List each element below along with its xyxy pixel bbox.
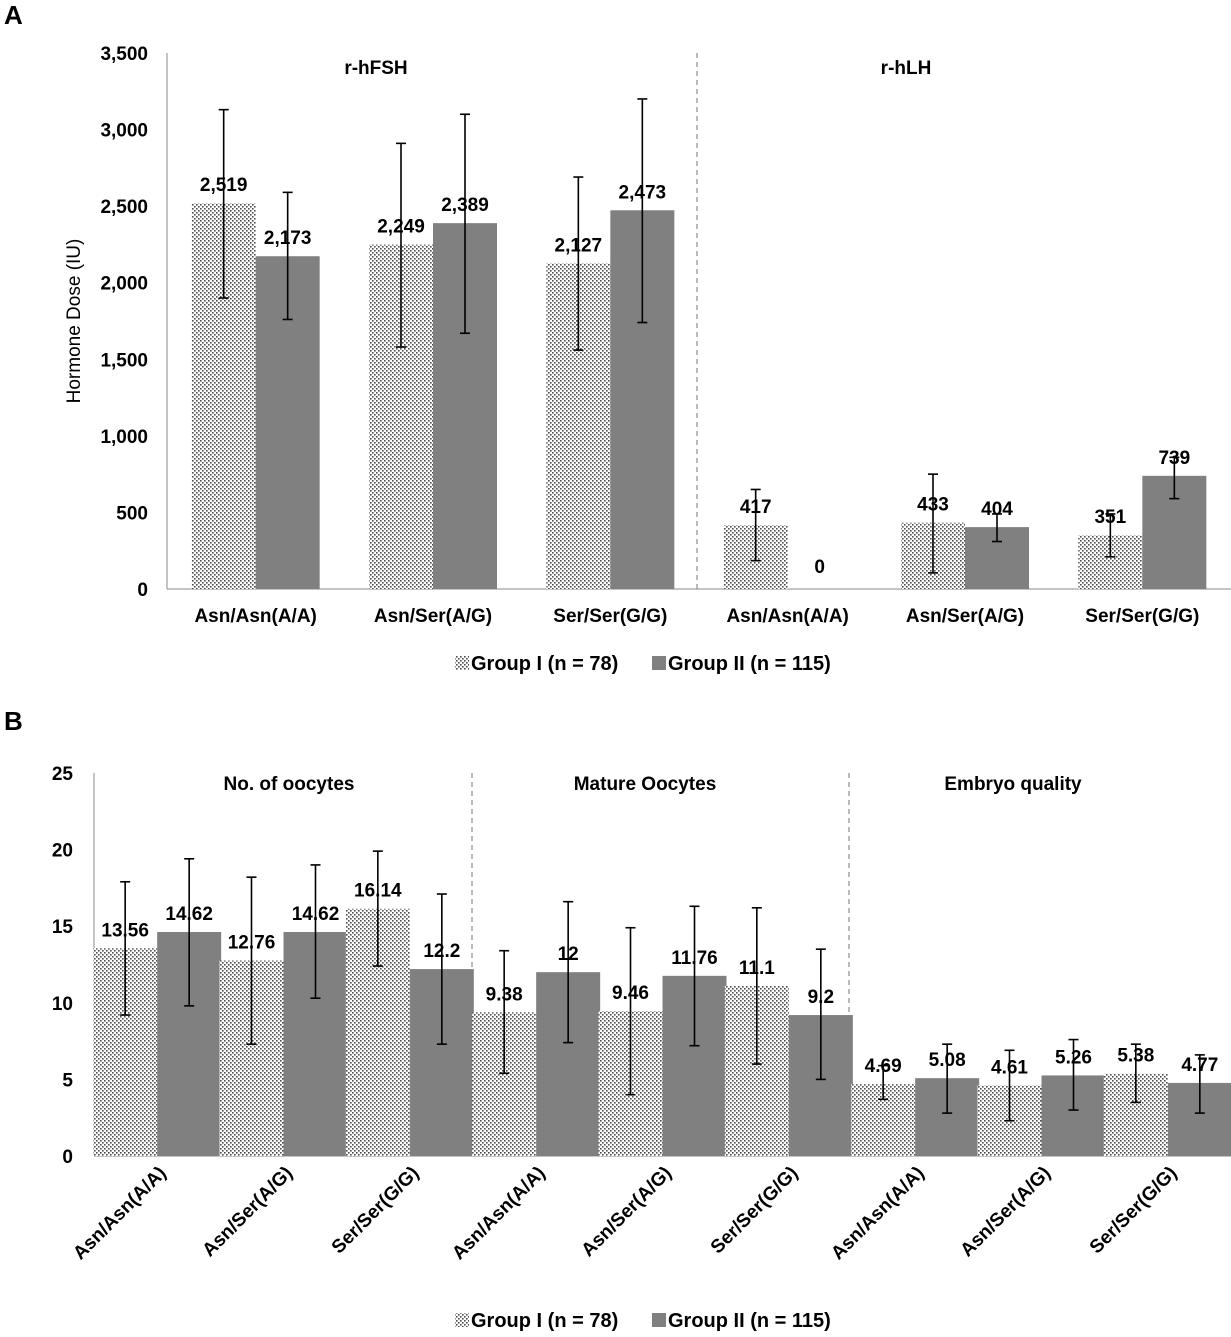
y-tick-label: 500	[116, 503, 148, 524]
category-label: Asn/Ser(A/G)	[199, 1163, 297, 1261]
data-label: 2,473	[619, 182, 667, 203]
data-label: 5.38	[1117, 1046, 1154, 1067]
data-label: 12	[558, 944, 579, 965]
data-label: 351	[1094, 507, 1126, 528]
category-label: Ser/Ser(G/G)	[553, 606, 667, 627]
data-label: 12.2	[423, 941, 460, 962]
section-title: r-hFSH	[344, 58, 407, 79]
category-label: Asn/Asn(A/A)	[827, 1163, 928, 1264]
y-tick-label: 25	[52, 764, 74, 785]
y-tick-label: 5	[62, 1070, 73, 1091]
y-tick-label: 3,500	[100, 44, 148, 65]
y-tick-label: 2,000	[100, 274, 148, 295]
data-label: 0	[814, 557, 825, 578]
data-label: 9.46	[612, 983, 649, 1004]
data-label: 12.76	[228, 933, 276, 954]
data-label: 5.26	[1055, 1047, 1092, 1068]
category-label: Asn/Asn(A/A)	[194, 606, 316, 627]
legend-label-group-2: Group II (n = 115)	[668, 1310, 831, 1332]
section-title: Embryo quality	[944, 774, 1082, 795]
category-label: Asn/Ser(A/G)	[906, 606, 1024, 627]
data-label: 13.56	[101, 920, 149, 941]
data-label: 417	[740, 497, 772, 518]
data-label: 4.77	[1181, 1055, 1218, 1076]
category-label: Asn/Ser(A/G)	[957, 1163, 1055, 1261]
panel-letter: A	[4, 0, 23, 30]
data-label: 2,249	[377, 217, 425, 238]
y-tick-label: 20	[52, 841, 73, 862]
data-label: 11.76	[671, 948, 718, 969]
category-label: Asn/Asn(A/A)	[448, 1163, 549, 1264]
y-tick-label: 2,500	[100, 197, 148, 218]
y-tick-label: 0	[62, 1147, 73, 1168]
chart-a: 0 500 1,000 1,500 2,000 2,500 3,000 3,500 Hormon…	[64, 44, 1231, 675]
category-label: Ser/Ser(G/G)	[707, 1163, 802, 1258]
y-tick-label: 1,000	[100, 427, 148, 448]
data-label: 14.62	[165, 904, 213, 925]
data-label: 5.08	[929, 1050, 966, 1071]
data-label: 9.38	[486, 984, 523, 1005]
category-label: Ser/Ser(G/G)	[1086, 1163, 1181, 1258]
category-label: Asn/Asn(A/A)	[69, 1163, 170, 1264]
data-label: 9.2	[808, 987, 834, 1008]
data-label: 404	[981, 499, 1013, 520]
y-tick-label: 1,500	[100, 350, 148, 371]
legend-label-group-2: Group II (n = 115)	[668, 653, 831, 675]
panel-letter: B	[4, 706, 23, 736]
chart-b: 0 5 10 15 20 25 No. of oocytes Asn/Asn(A/A) 13.5…	[52, 764, 1231, 1332]
section-title: r-hLH	[881, 58, 932, 79]
category-label: Asn/Ser(A/G)	[578, 1163, 676, 1261]
data-label: 4.61	[991, 1057, 1028, 1078]
legend-label-group-1: Group I (n = 78)	[471, 1310, 618, 1332]
y-tick-label: 10	[52, 994, 73, 1015]
section-title: Mature Oocytes	[574, 774, 717, 795]
category-label: Asn/Asn(A/A)	[726, 606, 848, 627]
data-label: 2,127	[555, 235, 603, 256]
y-tick-label: 15	[52, 917, 74, 938]
legend-label-group-1: Group I (n = 78)	[471, 653, 618, 675]
y-tick-label: 0	[137, 580, 148, 601]
legend-swatch-group-2	[652, 656, 666, 670]
data-label: 2,389	[441, 195, 489, 216]
legend-swatch-group-1	[455, 656, 469, 670]
data-label: 2,519	[200, 175, 248, 196]
legend-swatch-group-1	[455, 1313, 469, 1327]
data-label: 2,173	[264, 228, 312, 249]
y-axis-label: Hormone Dose (IU)	[64, 239, 85, 404]
category-label: Asn/Ser(A/G)	[374, 606, 492, 627]
category-label: Ser/Ser(G/G)	[1085, 606, 1199, 627]
section-title: No. of oocytes	[224, 774, 355, 795]
category-label: Ser/Ser(G/G)	[328, 1163, 423, 1258]
data-label: 739	[1158, 448, 1190, 469]
data-label: 16.14	[354, 881, 402, 902]
legend-swatch-group-2	[652, 1313, 666, 1327]
data-label: 4.69	[865, 1056, 902, 1077]
data-label: 14.62	[292, 904, 340, 925]
data-label: 11.1	[739, 958, 775, 979]
y-tick-label: 3,000	[100, 121, 148, 142]
data-label: 433	[917, 495, 949, 516]
